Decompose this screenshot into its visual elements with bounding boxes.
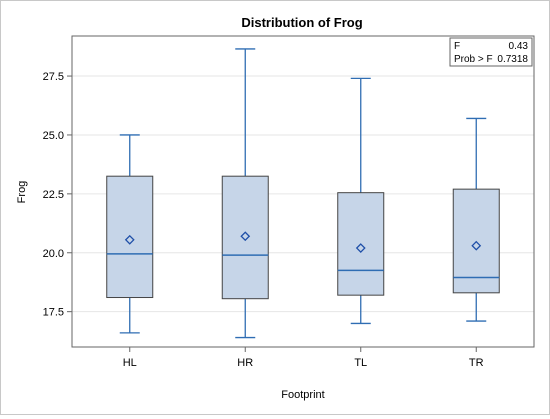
y-axis-ticks: 17.5 20.0 22.5 25.0 27.5 xyxy=(43,71,72,319)
mean-marker xyxy=(240,231,251,242)
stats-inset: F 0.43 Prob > F 0.7318 xyxy=(449,37,533,67)
y-tick-label: 25.0 xyxy=(43,130,64,142)
x-tick-label: HL xyxy=(123,357,137,369)
mean-marker xyxy=(355,243,366,253)
box-tl xyxy=(337,77,385,325)
box-iqr xyxy=(221,175,269,300)
x-axis-ticks: HL HR TL TR xyxy=(123,347,484,369)
box-iqr xyxy=(106,175,154,299)
boxes xyxy=(106,48,500,339)
y-tick-label: 17.5 xyxy=(43,307,64,319)
box-tr xyxy=(452,117,500,322)
y-tick-label: 20.0 xyxy=(43,248,64,260)
x-tick-label: HR xyxy=(237,357,253,369)
mean-marker xyxy=(124,234,135,245)
y-tick-label: 27.5 xyxy=(43,71,64,83)
x-tick-label: TR xyxy=(469,357,484,369)
mean-marker xyxy=(471,240,482,251)
chart-title: Distribution of Frog xyxy=(241,15,362,30)
y-tick-label: 22.5 xyxy=(43,189,64,201)
x-tick-label: TL xyxy=(354,357,367,369)
inset-f-label: F xyxy=(454,41,460,52)
y-axis-label: Frog xyxy=(16,181,28,204)
inset-f-value: 0.43 xyxy=(509,41,529,52)
box-hl xyxy=(106,134,154,334)
stats-inset-box xyxy=(449,37,533,67)
inset-prob-value: 0.7318 xyxy=(497,54,528,65)
x-axis-label: Footprint xyxy=(281,389,324,401)
plot-area-border xyxy=(71,35,535,348)
box-hr xyxy=(221,48,269,339)
inset-prob-label: Prob > F xyxy=(454,54,493,65)
